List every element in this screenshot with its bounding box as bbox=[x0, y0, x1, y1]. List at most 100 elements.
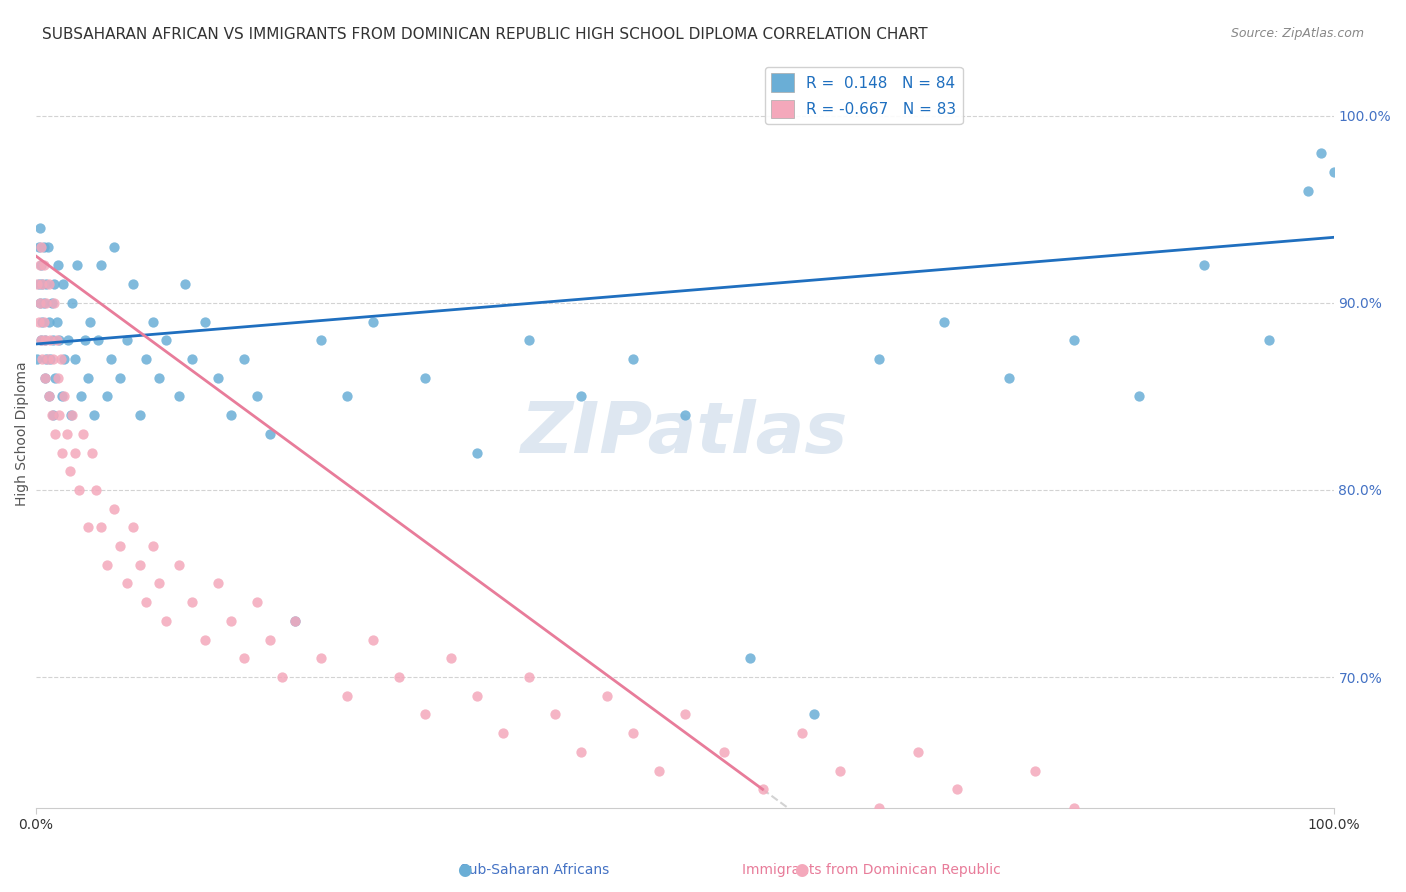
Point bbox=[70, 389, 93, 403]
Point bbox=[34, 370, 56, 384]
Point bbox=[128, 408, 150, 422]
Point bbox=[167, 389, 190, 403]
Point bbox=[673, 707, 696, 722]
Point bbox=[336, 689, 359, 703]
Point bbox=[219, 408, 242, 422]
Point bbox=[31, 277, 53, 292]
Point bbox=[180, 595, 202, 609]
Point bbox=[46, 259, 69, 273]
Point bbox=[363, 632, 385, 647]
Point bbox=[673, 408, 696, 422]
Point bbox=[41, 408, 63, 422]
Text: Source: ZipAtlas.com: Source: ZipAtlas.com bbox=[1230, 27, 1364, 40]
Point bbox=[569, 745, 592, 759]
Point bbox=[135, 595, 157, 609]
Point bbox=[103, 240, 125, 254]
Point bbox=[30, 240, 52, 254]
Point bbox=[27, 314, 49, 328]
Point bbox=[934, 314, 956, 328]
Point bbox=[245, 389, 267, 403]
Point bbox=[25, 351, 48, 366]
Point bbox=[30, 259, 52, 273]
Point bbox=[148, 370, 170, 384]
Point bbox=[96, 558, 118, 572]
Point bbox=[90, 520, 112, 534]
Point bbox=[48, 333, 70, 347]
Point bbox=[34, 370, 56, 384]
Point bbox=[38, 314, 60, 328]
Point bbox=[31, 351, 53, 366]
Point bbox=[311, 333, 333, 347]
Point bbox=[868, 801, 890, 815]
Point bbox=[155, 614, 177, 628]
Point bbox=[58, 333, 80, 347]
Point bbox=[984, 820, 1007, 834]
Point bbox=[110, 539, 132, 553]
Point bbox=[790, 726, 813, 740]
Point bbox=[48, 408, 70, 422]
Point bbox=[38, 389, 60, 403]
Point bbox=[738, 651, 761, 665]
Point bbox=[72, 426, 94, 441]
Point bbox=[1296, 184, 1319, 198]
Point bbox=[44, 370, 66, 384]
Point bbox=[868, 351, 890, 366]
Point bbox=[56, 426, 79, 441]
Point bbox=[1192, 259, 1215, 273]
Point bbox=[194, 314, 217, 328]
Point bbox=[42, 295, 65, 310]
Point bbox=[128, 558, 150, 572]
Point bbox=[84, 483, 107, 497]
Point bbox=[946, 782, 969, 797]
Text: Immigrants from Dominican Republic: Immigrants from Dominican Republic bbox=[742, 863, 1001, 877]
Point bbox=[38, 389, 60, 403]
Point bbox=[59, 408, 82, 422]
Point bbox=[66, 259, 89, 273]
Point bbox=[122, 277, 145, 292]
Point bbox=[621, 351, 644, 366]
Point bbox=[80, 445, 103, 459]
Point bbox=[207, 576, 229, 591]
Point bbox=[34, 333, 56, 347]
Point bbox=[142, 314, 165, 328]
Point bbox=[413, 370, 436, 384]
Point bbox=[39, 351, 62, 366]
Point bbox=[96, 389, 118, 403]
Point bbox=[155, 333, 177, 347]
Text: ●: ● bbox=[457, 861, 471, 879]
Point bbox=[284, 614, 307, 628]
Point bbox=[31, 277, 53, 292]
Point bbox=[388, 670, 411, 684]
Point bbox=[148, 576, 170, 591]
Point bbox=[32, 314, 55, 328]
Point bbox=[219, 614, 242, 628]
Point bbox=[51, 389, 73, 403]
Point bbox=[713, 745, 735, 759]
Point bbox=[363, 314, 385, 328]
Point bbox=[67, 483, 90, 497]
Point bbox=[259, 426, 281, 441]
Point bbox=[44, 426, 66, 441]
Point bbox=[1063, 333, 1085, 347]
Point bbox=[413, 707, 436, 722]
Point bbox=[167, 558, 190, 572]
Legend: R =  0.148   N = 84, R = -0.667   N = 83: R = 0.148 N = 84, R = -0.667 N = 83 bbox=[765, 67, 963, 124]
Point bbox=[75, 333, 97, 347]
Point bbox=[569, 389, 592, 403]
Point bbox=[37, 351, 59, 366]
Point bbox=[492, 726, 515, 740]
Point bbox=[52, 277, 75, 292]
Point bbox=[41, 295, 63, 310]
Point bbox=[142, 539, 165, 553]
Point bbox=[110, 370, 132, 384]
Point bbox=[544, 707, 567, 722]
Point bbox=[751, 782, 773, 797]
Point bbox=[63, 445, 86, 459]
Point bbox=[1102, 838, 1125, 853]
Point bbox=[440, 651, 463, 665]
Point bbox=[830, 764, 852, 778]
Point bbox=[53, 351, 76, 366]
Point bbox=[621, 726, 644, 740]
Text: ZIPatlas: ZIPatlas bbox=[522, 400, 848, 468]
Point bbox=[32, 295, 55, 310]
